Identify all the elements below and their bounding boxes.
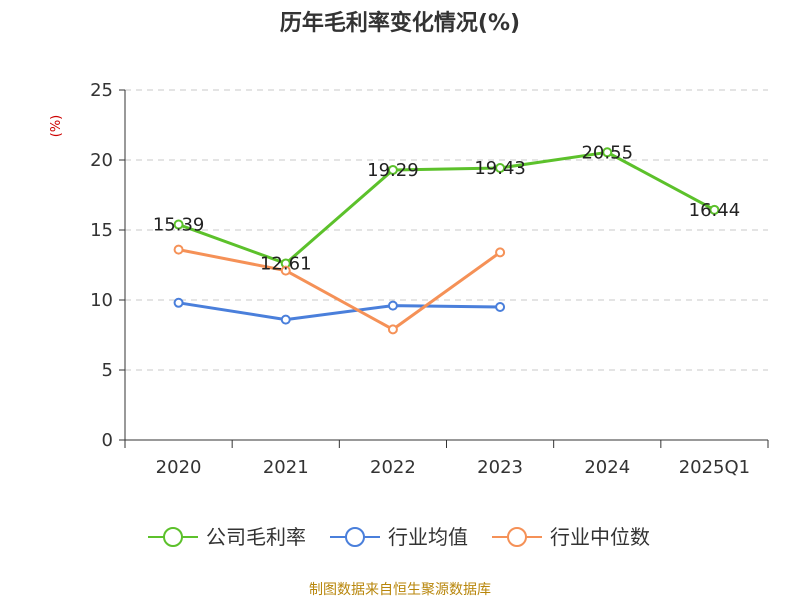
data-point (709, 204, 720, 215)
chart-title: 历年毛利率变化情况(%) (280, 10, 520, 36)
legend-marker-icon (507, 527, 527, 547)
grid-lines (125, 89, 768, 371)
x-tick-label: 2022 (370, 457, 416, 478)
data-label: 20.55 (581, 142, 633, 163)
data-label: 16.44 (689, 200, 741, 221)
legend-label: 公司毛利率 (206, 525, 306, 549)
data-point (173, 244, 184, 255)
data-point (387, 300, 398, 311)
data-labels: 15.39 12.61 19.29 19.43 20.55 16.44 (153, 142, 740, 274)
y-axis-unit-label: (%) (49, 115, 64, 138)
x-tick-label: 2025Q1 (679, 457, 750, 478)
data-label: 15.39 (153, 215, 205, 236)
data-point (280, 314, 291, 325)
data-point (387, 164, 398, 175)
y-tick-label: 10 (90, 290, 113, 311)
x-tick-label: 2021 (263, 457, 309, 478)
data-point (495, 162, 506, 173)
x-tick-label: 2020 (156, 457, 202, 478)
data-label: 19.29 (367, 160, 419, 181)
source-note: 制图数据来自恒生聚源数据库 (309, 582, 491, 598)
y-tick-label: 5 (102, 360, 113, 381)
legend-label: 行业均值 (388, 525, 468, 549)
data-point (495, 302, 506, 312)
legend: 公司毛利率 行业均值 行业中位数 (148, 525, 650, 549)
data-point (387, 324, 398, 335)
legend-label: 行业中位数 (550, 525, 650, 549)
x-tick-label: 2024 (584, 457, 630, 478)
legend-marker-icon (163, 527, 183, 547)
y-tick-label: 15 (90, 220, 113, 241)
data-point (495, 247, 506, 258)
data-label: 19.43 (474, 158, 526, 179)
series-line (177, 248, 502, 331)
y-tick-label: 0 (102, 430, 113, 451)
data-label: 12.61 (260, 253, 312, 274)
axes: 0 5 10 15 20 25 2020 2021 2022 2023 2024 2025Q1 (90, 80, 769, 478)
data-point (602, 147, 613, 158)
series-line (177, 301, 502, 322)
legend-item[interactable]: 公司毛利率 (148, 525, 306, 549)
data-point (280, 265, 291, 276)
legend-marker-icon (345, 527, 365, 547)
legend-item[interactable]: 行业中位数 (492, 525, 650, 549)
series-layer (173, 147, 720, 335)
data-point (173, 219, 184, 230)
legend-item[interactable]: 行业均值 (330, 525, 468, 549)
x-tick-label: 2023 (477, 457, 523, 478)
y-tick-label: 20 (90, 150, 113, 171)
data-point (173, 297, 184, 308)
series-line (177, 150, 716, 265)
y-tick-label: 25 (90, 80, 113, 101)
